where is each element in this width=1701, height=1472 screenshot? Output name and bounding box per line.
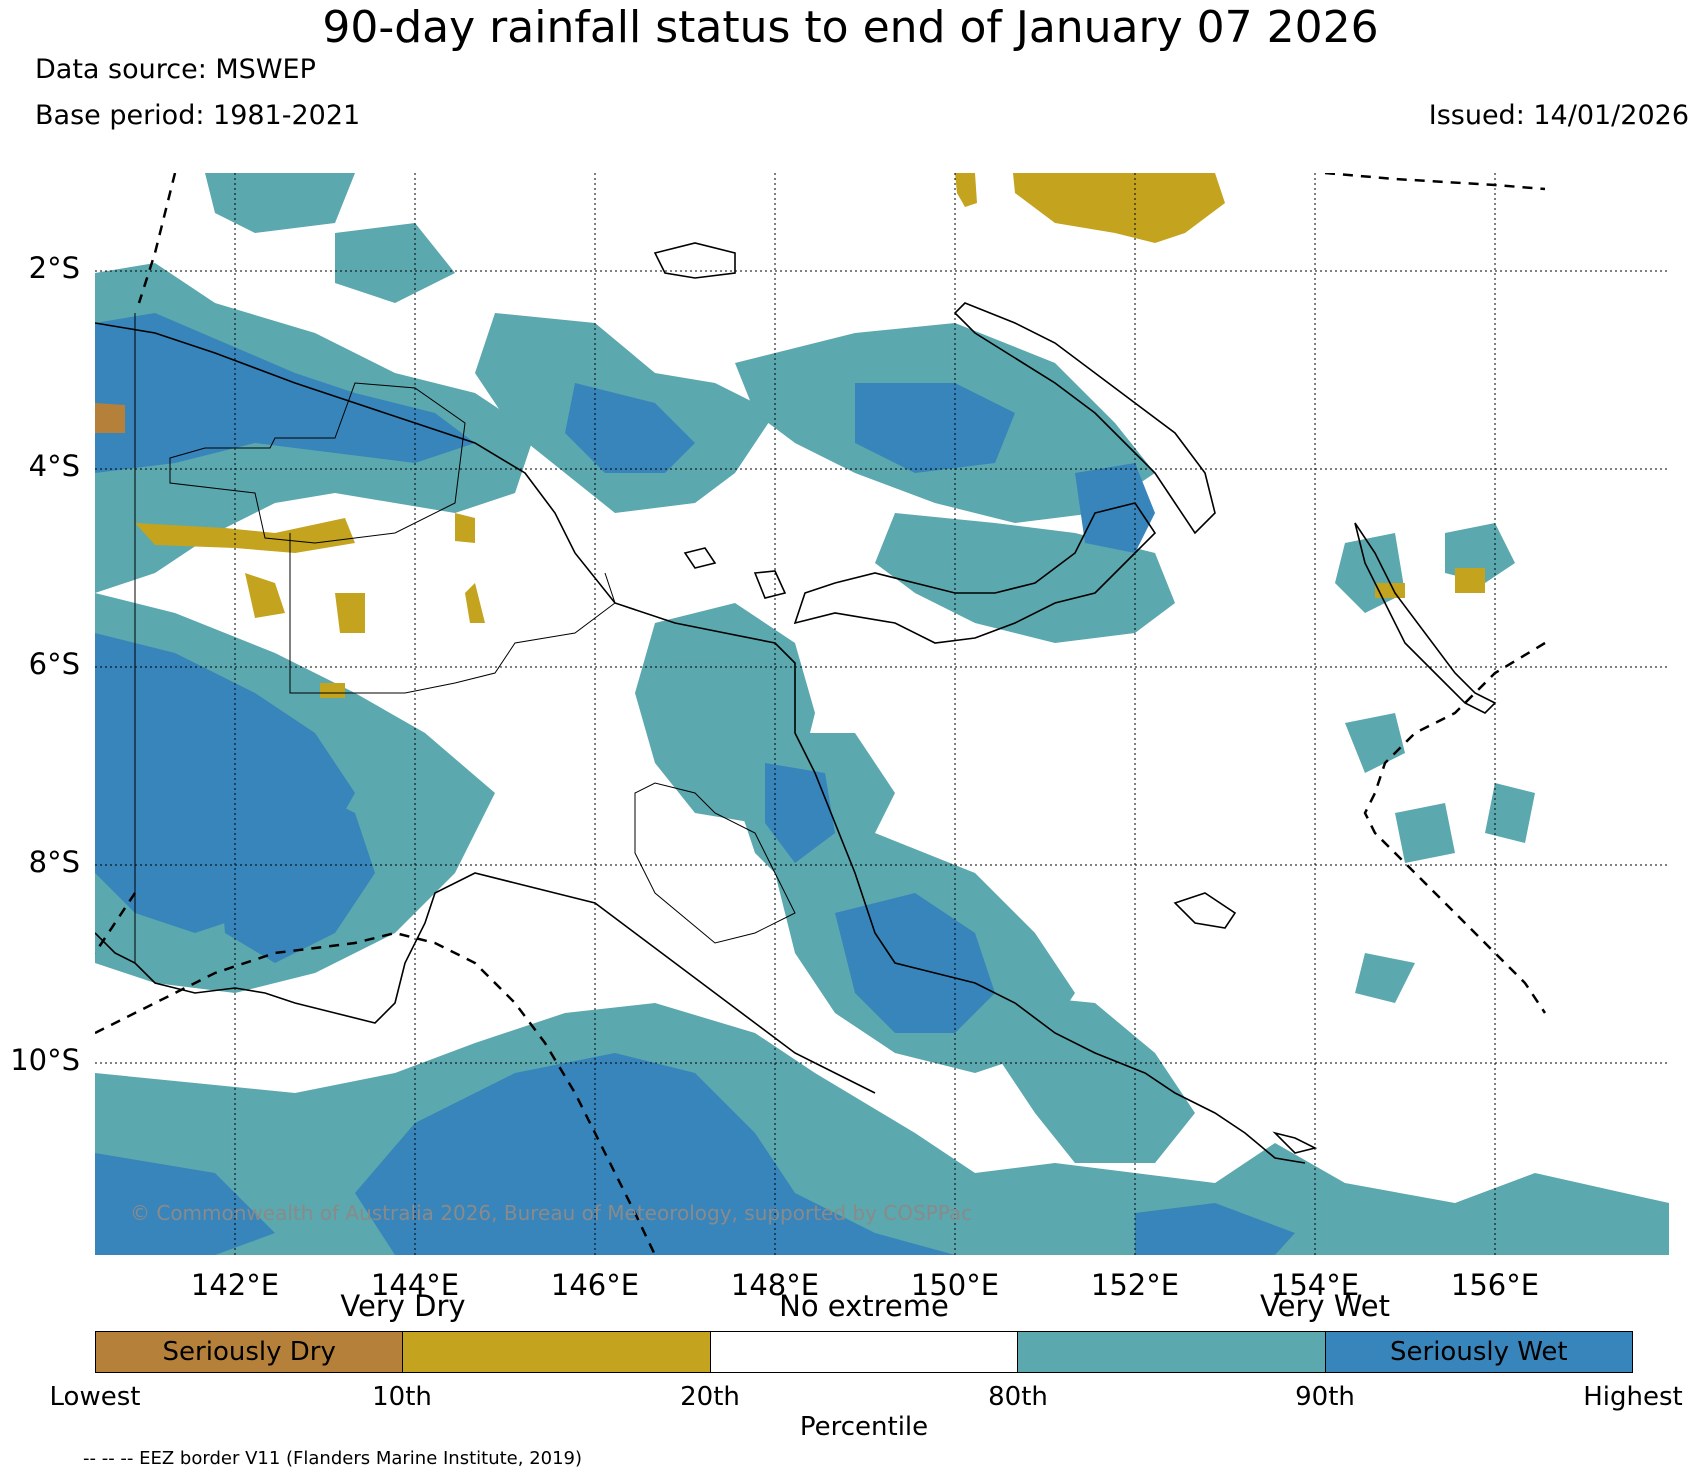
lat-label-10s: 10°S (10, 1043, 80, 1077)
map-title: 90-day rainfall status to end of January… (322, 2, 1379, 53)
lon-label-152e: 152°E (1090, 1268, 1180, 1302)
lat-label-6s: 6°S (28, 647, 80, 681)
copyright-text: © Commonwealth of Australia 2026, Bureau… (130, 1201, 973, 1225)
legend-seriously-dry: Seriously Dry (96, 1332, 404, 1372)
eez-note: -- -- -- EEZ border V11 (Flanders Marine… (83, 1448, 583, 1469)
legend-tick-20th: 20th (680, 1382, 740, 1412)
issued-date-text: Issued: 14/01/2026 (1428, 100, 1689, 131)
province-borders (134, 313, 796, 963)
legend-heading-very-dry: Very Dry (340, 1289, 466, 1323)
graticule (95, 173, 1669, 1255)
legend-heading-no-extreme: No extreme (779, 1289, 949, 1323)
legend-very-wet (1018, 1332, 1326, 1372)
rainfall-map (95, 173, 1669, 1255)
lon-label-154e: 154°E (1270, 1268, 1360, 1302)
lon-label-142e: 142°E (190, 1268, 280, 1302)
eez-borders (95, 173, 1547, 1255)
dry-regions (95, 173, 1485, 698)
lon-label-146e: 146°E (550, 1268, 640, 1302)
wet-regions (95, 173, 1669, 1255)
base-period-text: Base period: 1981-2021 (35, 100, 361, 131)
lon-label-148e: 148°E (730, 1268, 820, 1302)
legend-seriously-wet: Seriously Wet (1325, 1332, 1633, 1372)
lon-label-144e: 144°E (370, 1268, 460, 1302)
data-source-text: Data source: MSWEP (35, 54, 316, 85)
legend-no-extreme (710, 1332, 1019, 1372)
legend-tick-lowest: Lowest (49, 1382, 141, 1412)
legend-heading-very-wet: Very Wet (1260, 1289, 1390, 1323)
legend-colorbar: Seriously Dry Seriously Wet (95, 1331, 1633, 1373)
legend-axis-label: Percentile (799, 1412, 929, 1442)
lat-label-8s: 8°S (28, 845, 80, 879)
legend-tick-80th: 80th (988, 1382, 1048, 1412)
lon-label-156e: 156°E (1450, 1268, 1540, 1302)
lon-label-150e: 150°E (910, 1268, 1000, 1302)
legend-very-dry (403, 1332, 711, 1372)
legend-tick-90th: 90th (1295, 1382, 1355, 1412)
lat-label-2s: 2°S (28, 251, 80, 285)
legend-tick-highest: Highest (1583, 1382, 1683, 1412)
legend-tick-10th: 10th (372, 1382, 432, 1412)
coastlines (95, 242, 1497, 1164)
lat-label-4s: 4°S (28, 449, 80, 483)
